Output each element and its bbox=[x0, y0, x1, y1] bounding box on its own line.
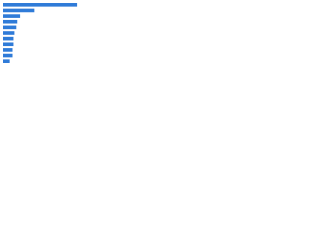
bar bbox=[3, 53, 13, 58]
bar bbox=[3, 31, 15, 35]
bar bbox=[3, 14, 21, 18]
bar bbox=[3, 59, 10, 63]
bar bbox=[3, 36, 14, 41]
bar bbox=[3, 42, 14, 47]
page: {"chart_data": {"type": "hbar", "categor… bbox=[0, 0, 100, 71]
bar bbox=[3, 48, 13, 52]
chart bbox=[3, 3, 78, 63]
bar bbox=[3, 8, 35, 13]
bar bbox=[3, 25, 17, 30]
bar bbox=[3, 3, 78, 7]
bar bbox=[3, 19, 18, 24]
